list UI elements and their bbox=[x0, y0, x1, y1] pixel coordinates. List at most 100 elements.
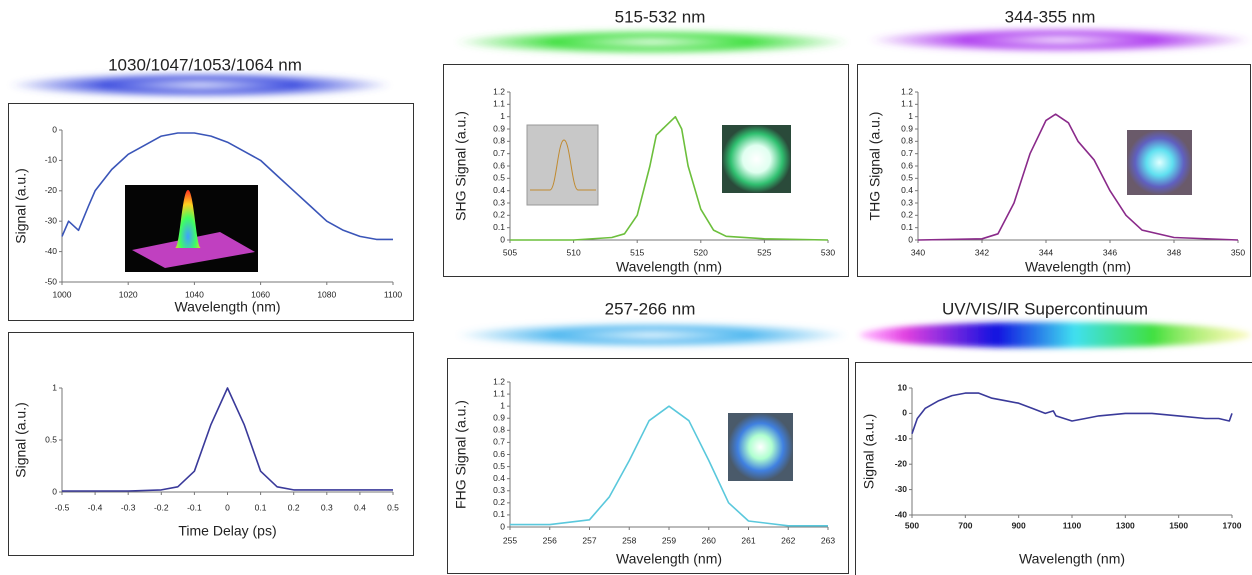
panel-frame bbox=[447, 358, 849, 574]
x-tick-label: 700 bbox=[958, 520, 972, 530]
chart-title: 515-532 nm bbox=[615, 7, 706, 26]
y-tick-label: 0 bbox=[500, 521, 505, 531]
x-tick-label: 900 bbox=[1012, 520, 1026, 530]
y-tick-label: 1 bbox=[908, 111, 913, 121]
y-tick-label: 1.2 bbox=[901, 86, 913, 96]
y-tick-label: 0.3 bbox=[901, 197, 913, 207]
y-tick-label: 1 bbox=[52, 382, 57, 392]
y-tick-label: 0.7 bbox=[493, 437, 505, 447]
x-tick-label: 346 bbox=[1103, 247, 1117, 257]
y-tick-label: 0.5 bbox=[493, 461, 505, 471]
y-tick-label: 0.1 bbox=[493, 222, 505, 232]
data-line bbox=[61, 132, 393, 241]
chart: 0 0.5 1 -0.5 -0.4 -0.3 -0.2 -0.1 0 0.1 0.2 0.3 0.4 0.… bbox=[13, 382, 399, 538]
x-tick-label: 1100 bbox=[384, 289, 403, 299]
x-tick-label: 259 bbox=[662, 535, 676, 545]
x-tick-label: 1060 bbox=[251, 289, 270, 299]
x-tick-label: 0.2 bbox=[288, 502, 300, 512]
y-tick-label: 0.8 bbox=[493, 136, 505, 146]
y-tick-label: 0.7 bbox=[493, 148, 505, 158]
y-tick-label: 0.9 bbox=[493, 413, 505, 423]
y-tick-label: 1 bbox=[500, 400, 505, 410]
data-line bbox=[917, 113, 1239, 241]
panel-frame bbox=[855, 362, 1252, 575]
y-tick-label: 0.3 bbox=[493, 485, 505, 495]
x-tick-label: 1700 bbox=[1223, 520, 1242, 530]
chart-title: 344-355 nm bbox=[1005, 7, 1096, 26]
x-axis-label: Wavelength (nm) bbox=[174, 299, 280, 315]
y-tick-label: 0.4 bbox=[901, 185, 913, 195]
x-tick-label: 260 bbox=[702, 535, 716, 545]
inset-3d-plane bbox=[132, 232, 255, 268]
x-tick-label: 340 bbox=[911, 247, 925, 257]
x-tick-label: 261 bbox=[741, 535, 755, 545]
y-tick-label: 0 bbox=[52, 486, 57, 496]
inset-curve bbox=[530, 139, 596, 191]
x-axis-label: Wavelength (nm) bbox=[616, 259, 722, 275]
y-tick-label: 0.5 bbox=[493, 173, 505, 183]
x-tick-label: 257 bbox=[582, 535, 596, 545]
x-tick-label: 258 bbox=[622, 535, 636, 545]
chart: 344-355 nm 0 0.1 0.2 0.3 0.4 0.5 0.6 0.7 0.8 0.9 1 1… bbox=[867, 7, 1246, 274]
y-tick-label: 0.6 bbox=[493, 449, 505, 459]
y-tick-label: 0.1 bbox=[493, 509, 505, 519]
y-tick-label: -30 bbox=[895, 484, 908, 494]
panel-frame bbox=[8, 332, 414, 556]
beam-spot bbox=[1127, 130, 1192, 195]
y-tick-label: 0.9 bbox=[901, 123, 913, 133]
y-tick-label: 0.6 bbox=[901, 160, 913, 170]
x-tick-label: 505 bbox=[503, 247, 517, 257]
y-tick-label: 1 bbox=[500, 111, 505, 121]
chart: 257-266 nm 0 0.1 0.2 0.3 0.4 0.5 0.6 0.7 0.8 0.9 1 1… bbox=[453, 299, 836, 566]
x-tick-label: 515 bbox=[630, 247, 644, 257]
panel-frame bbox=[857, 64, 1251, 277]
x-axis-label: Wavelength (nm) bbox=[1025, 259, 1131, 275]
y-axis-label: THG Signal (a.u.) bbox=[867, 112, 883, 221]
x-tick-label: 1100 bbox=[1063, 520, 1082, 530]
y-tick-label: 1.1 bbox=[493, 99, 505, 109]
chart-title: 257-266 nm bbox=[605, 299, 696, 318]
y-tick-label: 1.1 bbox=[901, 99, 913, 109]
y-tick-label: 0.4 bbox=[493, 473, 505, 483]
y-tick-label: 0.8 bbox=[493, 425, 505, 435]
chart-title: 1030/1047/1053/1064 nm bbox=[108, 55, 302, 74]
y-tick-label: 0.2 bbox=[493, 497, 505, 507]
x-tick-label: 525 bbox=[757, 247, 771, 257]
x-tick-label: -0.2 bbox=[154, 502, 169, 512]
y-tick-label: 0.8 bbox=[901, 136, 913, 146]
chart: 515-532 nm 0 0.1 0.2 0.3 0.4 0.5 0.6 0.7 0.8 0.9 1 1… bbox=[453, 7, 836, 274]
x-tick-label: 342 bbox=[975, 247, 989, 257]
panel-frame bbox=[443, 64, 849, 277]
boxes bbox=[8, 64, 1252, 575]
data-line bbox=[510, 405, 828, 527]
y-tick-label: 0.5 bbox=[901, 173, 913, 183]
beams bbox=[8, 27, 1252, 348]
y-axis-label: Signal (a.u.) bbox=[13, 168, 29, 243]
inset-3d-peak bbox=[175, 190, 201, 248]
y-tick-label: 1.1 bbox=[493, 388, 505, 398]
y-tick-label: -50 bbox=[45, 276, 58, 286]
x-tick-label: -0.5 bbox=[55, 502, 70, 512]
beam-spot bbox=[722, 125, 791, 193]
y-axis-label: Signal (a.u.) bbox=[861, 414, 877, 489]
x-tick-label: 348 bbox=[1167, 247, 1181, 257]
y-tick-label: -20 bbox=[895, 458, 908, 468]
x-tick-label: 0.1 bbox=[255, 502, 267, 512]
y-tick-label: -40 bbox=[45, 246, 58, 256]
y-tick-label: -20 bbox=[45, 185, 58, 195]
y-tick-label: 0 bbox=[902, 408, 907, 418]
x-tick-label: 500 bbox=[905, 520, 919, 530]
y-tick-label: 0.3 bbox=[493, 197, 505, 207]
x-tick-label: 1300 bbox=[1116, 520, 1135, 530]
y-tick-label: 0 bbox=[52, 124, 57, 134]
beam bbox=[456, 322, 848, 348]
y-tick-label: 1.2 bbox=[493, 376, 505, 386]
x-tick-label: 1080 bbox=[317, 289, 336, 299]
data-line bbox=[62, 387, 393, 492]
y-tick-label: 1.2 bbox=[493, 86, 505, 96]
y-axis-label: FHG Signal (a.u.) bbox=[453, 400, 469, 509]
x-axis-label: Time Delay (ps) bbox=[178, 523, 276, 539]
x-tick-label: 0.4 bbox=[354, 502, 366, 512]
x-tick-label: 1500 bbox=[1169, 520, 1188, 530]
